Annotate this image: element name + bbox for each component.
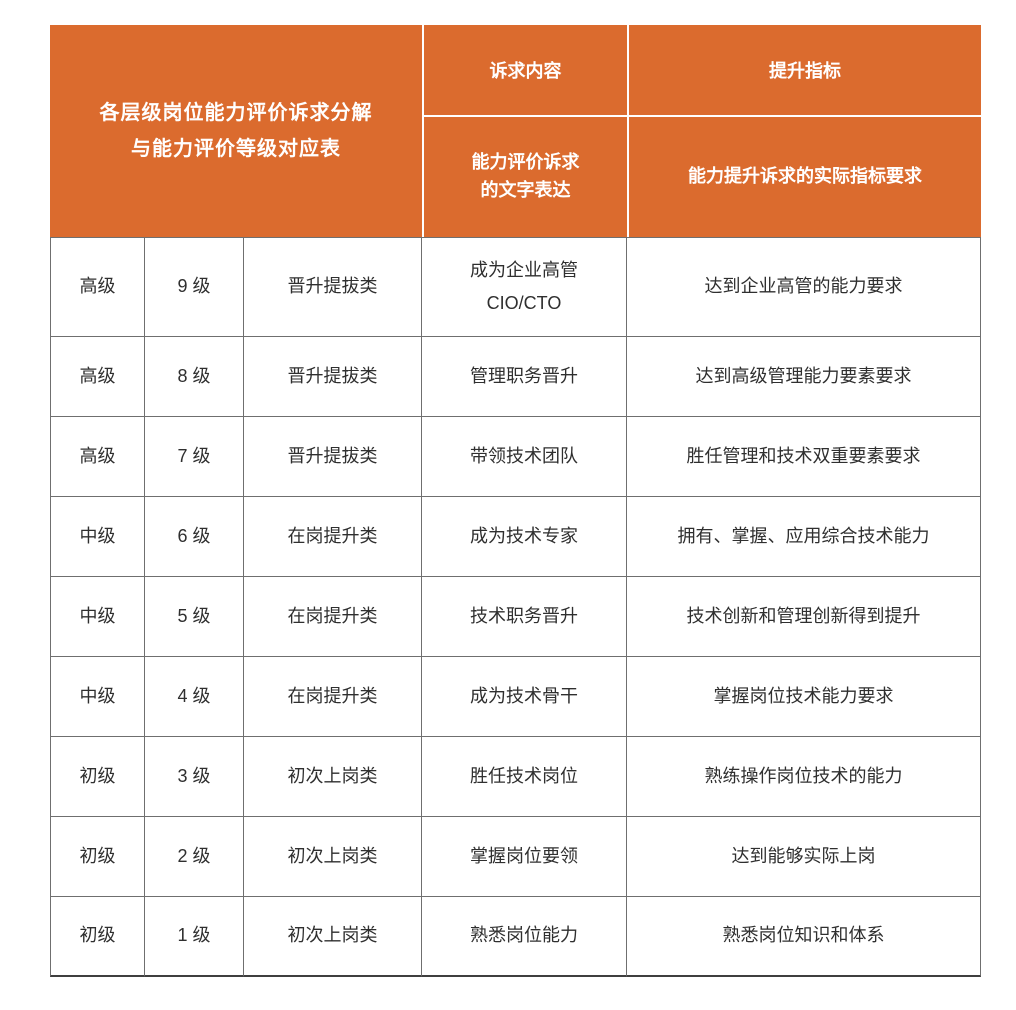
cell-tier: 中级 bbox=[50, 497, 145, 577]
cell-demand: 成为企业高管 CIO/CTO bbox=[422, 237, 627, 337]
cell-demand: 带领技术团队 bbox=[422, 417, 627, 497]
table-row: 高级 7 级 晋升提拔类 带领技术团队 胜任管理和技术双重要素要求 bbox=[50, 417, 981, 497]
cell-tier: 高级 bbox=[50, 337, 145, 417]
cell-demand: 管理职务晋升 bbox=[422, 337, 627, 417]
header-demand-sub: 能力评价诉求 的文字表达 bbox=[422, 117, 627, 237]
table-row: 中级 6 级 在岗提升类 成为技术专家 拥有、掌握、应用综合技术能力 bbox=[50, 497, 981, 577]
cell-category: 晋升提拔类 bbox=[244, 237, 422, 337]
table-row: 高级 9 级 晋升提拔类 成为企业高管 CIO/CTO 达到企业高管的能力要求 bbox=[50, 237, 981, 337]
cell-category: 在岗提升类 bbox=[244, 577, 422, 657]
cell-category: 初次上岗类 bbox=[244, 897, 422, 977]
cell-level: 5 级 bbox=[145, 577, 244, 657]
cell-demand: 熟悉岗位能力 bbox=[422, 897, 627, 977]
table-body: 高级 9 级 晋升提拔类 成为企业高管 CIO/CTO 达到企业高管的能力要求 … bbox=[50, 237, 981, 977]
cell-indicator: 掌握岗位技术能力要求 bbox=[627, 657, 981, 737]
table-row: 高级 8 级 晋升提拔类 管理职务晋升 达到高级管理能力要素要求 bbox=[50, 337, 981, 417]
cell-category: 晋升提拔类 bbox=[244, 417, 422, 497]
table-row: 初级 1 级 初次上岗类 熟悉岗位能力 熟悉岗位知识和体系 bbox=[50, 897, 981, 977]
table-row: 中级 5 级 在岗提升类 技术职务晋升 技术创新和管理创新得到提升 bbox=[50, 577, 981, 657]
cell-tier: 初级 bbox=[50, 817, 145, 897]
cell-level: 4 级 bbox=[145, 657, 244, 737]
cell-tier: 初级 bbox=[50, 897, 145, 977]
header-column-indicator: 提升指标 能力提升诉求的实际指标要求 bbox=[627, 25, 981, 237]
cell-demand: 成为技术专家 bbox=[422, 497, 627, 577]
header-indicator-sub: 能力提升诉求的实际指标要求 bbox=[627, 117, 981, 237]
cell-category: 初次上岗类 bbox=[244, 817, 422, 897]
cell-indicator: 达到企业高管的能力要求 bbox=[627, 237, 981, 337]
cell-indicator: 技术创新和管理创新得到提升 bbox=[627, 577, 981, 657]
cell-level: 2 级 bbox=[145, 817, 244, 897]
cell-tier: 中级 bbox=[50, 577, 145, 657]
header-demand-group: 诉求内容 bbox=[422, 25, 627, 117]
cell-tier: 高级 bbox=[50, 237, 145, 337]
table-row: 初级 2 级 初次上岗类 掌握岗位要领 达到能够实际上岗 bbox=[50, 817, 981, 897]
header-indicator-group: 提升指标 bbox=[627, 25, 981, 117]
cell-level: 6 级 bbox=[145, 497, 244, 577]
cell-level: 8 级 bbox=[145, 337, 244, 417]
cell-category: 初次上岗类 bbox=[244, 737, 422, 817]
capability-evaluation-table: 各层级岗位能力评价诉求分解 与能力评价等级对应表 诉求内容 能力评价诉求 的文字… bbox=[50, 25, 981, 977]
cell-category: 在岗提升类 bbox=[244, 657, 422, 737]
cell-tier: 中级 bbox=[50, 657, 145, 737]
table-title: 各层级岗位能力评价诉求分解 与能力评价等级对应表 bbox=[50, 25, 422, 237]
cell-level: 1 级 bbox=[145, 897, 244, 977]
cell-level: 3 级 bbox=[145, 737, 244, 817]
cell-indicator: 达到高级管理能力要素要求 bbox=[627, 337, 981, 417]
table-row: 初级 3 级 初次上岗类 胜任技术岗位 熟练操作岗位技术的能力 bbox=[50, 737, 981, 817]
cell-level: 7 级 bbox=[145, 417, 244, 497]
cell-indicator: 熟练操作岗位技术的能力 bbox=[627, 737, 981, 817]
cell-demand: 技术职务晋升 bbox=[422, 577, 627, 657]
cell-demand: 胜任技术岗位 bbox=[422, 737, 627, 817]
cell-tier: 高级 bbox=[50, 417, 145, 497]
cell-indicator: 达到能够实际上岗 bbox=[627, 817, 981, 897]
cell-indicator: 拥有、掌握、应用综合技术能力 bbox=[627, 497, 981, 577]
cell-category: 在岗提升类 bbox=[244, 497, 422, 577]
cell-demand: 掌握岗位要领 bbox=[422, 817, 627, 897]
cell-category: 晋升提拔类 bbox=[244, 337, 422, 417]
cell-level: 9 级 bbox=[145, 237, 244, 337]
cell-tier: 初级 bbox=[50, 737, 145, 817]
cell-indicator: 熟悉岗位知识和体系 bbox=[627, 897, 981, 977]
table-header: 各层级岗位能力评价诉求分解 与能力评价等级对应表 诉求内容 能力评价诉求 的文字… bbox=[50, 25, 981, 237]
cell-indicator: 胜任管理和技术双重要素要求 bbox=[627, 417, 981, 497]
header-column-demand: 诉求内容 能力评价诉求 的文字表达 bbox=[422, 25, 627, 237]
cell-demand: 成为技术骨干 bbox=[422, 657, 627, 737]
table-row: 中级 4 级 在岗提升类 成为技术骨干 掌握岗位技术能力要求 bbox=[50, 657, 981, 737]
